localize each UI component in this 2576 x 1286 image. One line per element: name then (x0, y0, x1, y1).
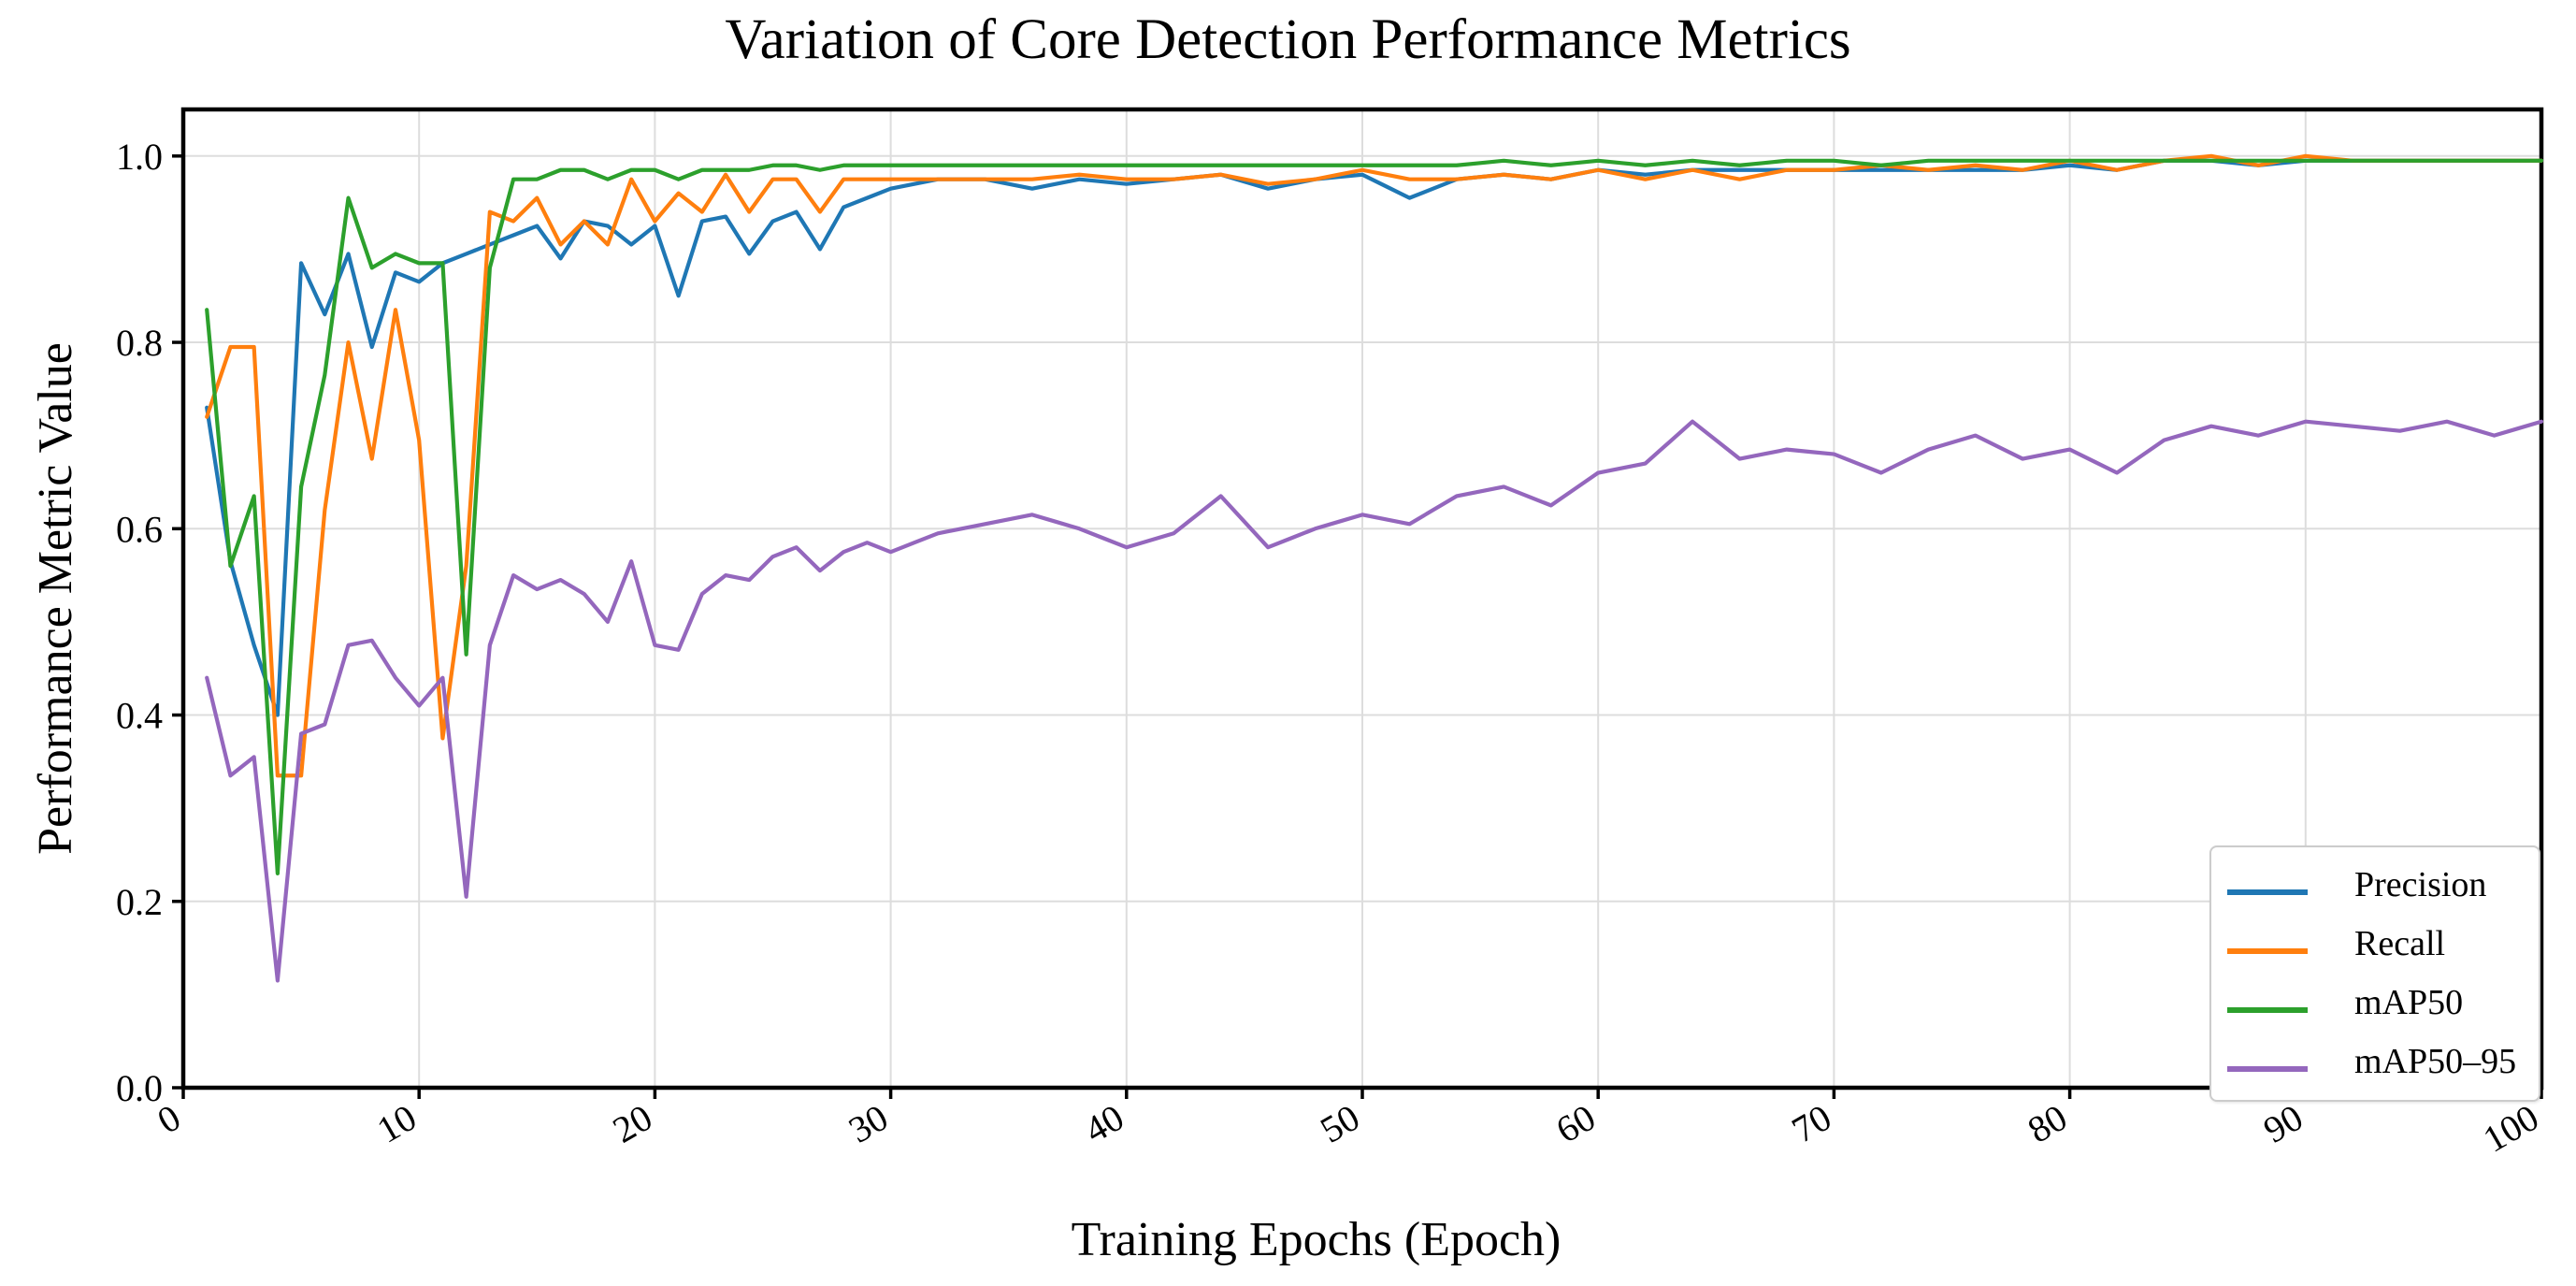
svg-text:0.8: 0.8 (116, 322, 163, 364)
svg-text:20: 20 (606, 1096, 659, 1151)
svg-text:1.0: 1.0 (116, 136, 163, 178)
svg-text:50: 50 (1313, 1096, 1366, 1151)
svg-text:100: 100 (2476, 1096, 2545, 1161)
svg-text:30: 30 (842, 1096, 895, 1151)
svg-text:0.4: 0.4 (116, 695, 163, 737)
svg-text:0: 0 (151, 1096, 188, 1142)
svg-text:90: 90 (2256, 1096, 2310, 1151)
svg-text:40: 40 (1077, 1096, 1130, 1151)
svg-text:0.2: 0.2 (116, 881, 163, 923)
svg-text:10: 10 (370, 1096, 424, 1151)
svg-text:70: 70 (1785, 1096, 1838, 1151)
svg-text:80: 80 (2021, 1096, 2074, 1151)
svg-text:60: 60 (1549, 1096, 1603, 1151)
svg-text:0.6: 0.6 (116, 508, 163, 550)
